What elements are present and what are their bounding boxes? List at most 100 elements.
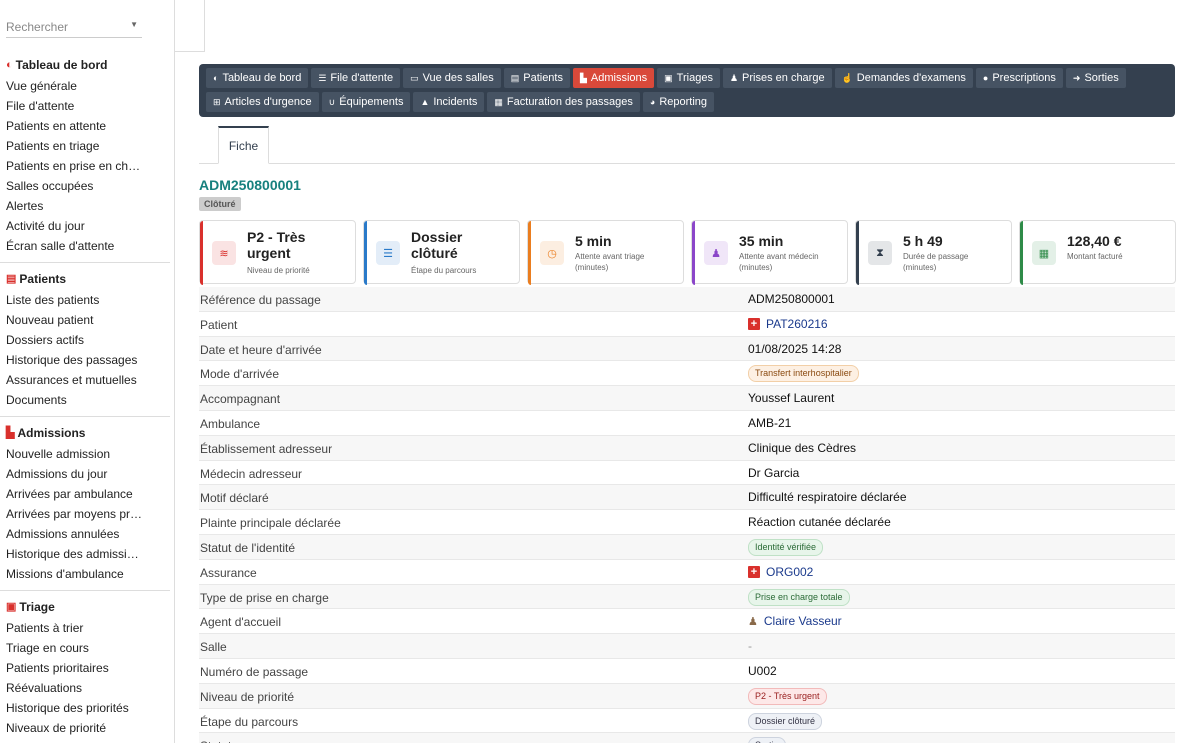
card-accent-bar bbox=[528, 221, 531, 285]
sidebar-item[interactable]: Patients à trier bbox=[6, 621, 84, 635]
sidebar-item[interactable]: Dossiers actifs bbox=[6, 333, 85, 347]
sidebar-item[interactable]: Historique des priorités bbox=[6, 701, 129, 715]
sidebar-item[interactable]: Niveaux de priorité bbox=[6, 721, 107, 735]
sidebar-item[interactable]: Patients en attente bbox=[6, 119, 107, 133]
sidebar-item[interactable]: Documents bbox=[6, 393, 67, 407]
status-badge: Identité vérifiée bbox=[748, 538, 824, 556]
field-value: + ORG002 bbox=[748, 565, 813, 579]
nav-button[interactable]: ◕ Reporting bbox=[642, 92, 715, 112]
field-value: Prise en charge totale bbox=[748, 588, 850, 606]
kpi-value: 5 h 49 bbox=[903, 233, 943, 249]
status-badge: Transfert interhospitalier bbox=[748, 365, 859, 383]
stethoscope-icon: ∪ bbox=[328, 97, 336, 107]
sidebar-group-title[interactable]: ◐ Tableau de bord bbox=[0, 54, 174, 76]
nav-button[interactable]: ∪ Équipements bbox=[321, 92, 411, 112]
detail-row: Niveau de priorité P2 - Très urgent bbox=[199, 683, 1175, 709]
sidebar-item[interactable]: Historique des passages bbox=[6, 353, 138, 367]
id-card-icon: ▤ bbox=[510, 73, 520, 83]
sidebar-item[interactable]: Liste des patients bbox=[6, 293, 100, 307]
field-link[interactable]: PAT260216 bbox=[766, 316, 828, 331]
field-value: ADM250800001 bbox=[748, 292, 835, 306]
nav-button[interactable]: ▲ Incidents bbox=[413, 92, 485, 112]
field-label: Médecin adresseur bbox=[200, 466, 303, 481]
nav-button[interactable]: ◐ Tableau de bord bbox=[206, 68, 309, 88]
detail-row: Accompagnant Youssef Laurent bbox=[199, 386, 1175, 411]
field-label: Plainte principale déclarée bbox=[200, 516, 341, 531]
sidebar-item[interactable]: Alertes bbox=[6, 199, 44, 213]
nav-button[interactable]: ▤ Patients bbox=[503, 68, 570, 88]
sidebar-item[interactable]: Nouvelle admission bbox=[6, 447, 111, 461]
sidebar-group-title[interactable]: ▤ Patients bbox=[0, 268, 174, 290]
kpi-caption: Niveau de priorité bbox=[247, 266, 310, 275]
detail-table: Référence du passage ADM250800001 Patient +… bbox=[199, 287, 1175, 743]
sidebar-item[interactable]: Vue générale bbox=[6, 79, 77, 93]
detail-row: Assurance + ORG002 bbox=[199, 560, 1175, 585]
sidebar-item[interactable]: Admissions annulées bbox=[6, 527, 120, 541]
field-value: Youssef Laurent bbox=[748, 391, 834, 405]
field-value-text: Difficulté respiratoire déclarée bbox=[748, 490, 907, 505]
list-icon: ☰ bbox=[376, 241, 400, 265]
field-label: Référence du passage bbox=[200, 293, 321, 307]
sidebar-item[interactable]: Salles occupées bbox=[6, 179, 94, 193]
sidebar-group-title[interactable]: ▙ Admissions bbox=[0, 422, 174, 444]
sidebar-item[interactable]: Patients en prise en charge bbox=[6, 159, 145, 173]
sidebar-item[interactable]: Patients en triage bbox=[6, 139, 100, 153]
invoice-icon: ▦ bbox=[1032, 241, 1056, 265]
sidebar-group-title[interactable]: ▣ Triage bbox=[0, 596, 174, 618]
hand-icon: ☝ bbox=[841, 73, 853, 83]
chevron-down-icon[interactable]: ▼ bbox=[130, 20, 138, 29]
nav-button[interactable]: ♟ Prises en charge bbox=[722, 68, 832, 88]
field-link[interactable]: Claire Vasseur bbox=[763, 614, 842, 629]
tab-fiche[interactable]: Fiche bbox=[218, 126, 269, 164]
nav-button-label: Sorties bbox=[1084, 72, 1119, 84]
nav-button[interactable]: ▙ Admissions bbox=[572, 68, 655, 88]
field-value-text: U002 bbox=[748, 663, 777, 678]
field-value-text: AMB-21 bbox=[748, 415, 792, 430]
sidebar-item[interactable]: Historique des admissions bbox=[6, 547, 145, 561]
kpi-card: ♟ 35 min Attente avant médecin (minutes) bbox=[691, 220, 848, 285]
nav-button[interactable]: ▭ Vue des salles bbox=[403, 68, 501, 88]
search-input[interactable]: Rechercher ▼ bbox=[6, 18, 142, 38]
sitemap-icon: ⊞ bbox=[213, 97, 221, 107]
kpi-cards: ≋ P2 - Très urgent Niveau de priorité ☰ Doss… bbox=[199, 220, 1176, 285]
sidebar-item[interactable]: Écran salle d'attente bbox=[6, 239, 115, 253]
chart-pie-icon: ◕ bbox=[649, 97, 656, 107]
field-label: Ambulance bbox=[200, 416, 261, 431]
sidebar-item[interactable]: Réévaluations bbox=[6, 681, 83, 695]
sidebar-item[interactable]: Nouveau patient bbox=[6, 313, 94, 327]
sidebar: Rechercher ▼ ◐ Tableau de bord Vue général… bbox=[0, 0, 175, 743]
kpi-card: ▦ 128,40 € Montant facturé bbox=[1019, 220, 1176, 285]
sidebar-item[interactable]: Patients prioritaires bbox=[6, 661, 109, 675]
status-badge: Sortie bbox=[748, 737, 786, 743]
nav-button-label: File d'attente bbox=[330, 72, 394, 84]
sidebar-item[interactable]: File d'attente bbox=[6, 99, 75, 113]
record-reference: ADM250800001 bbox=[199, 177, 301, 193]
field-value: Sortie bbox=[748, 737, 786, 743]
field-label: Mode d'arrivée bbox=[200, 367, 279, 382]
nav-button-label: Facturation des passages bbox=[506, 96, 633, 108]
card-accent-bar bbox=[364, 221, 367, 285]
sidebar-group-label: Tableau de bord bbox=[15, 58, 108, 72]
nav-button-label: Articles d'urgence bbox=[224, 96, 312, 108]
nav-button[interactable]: ⊞ Articles d'urgence bbox=[206, 92, 319, 112]
nav-button[interactable]: ☝ Demandes d'examens bbox=[834, 68, 973, 88]
field-link[interactable]: ORG002 bbox=[766, 564, 814, 579]
nav-button-label: Prescriptions bbox=[992, 72, 1056, 84]
sidebar-item[interactable]: Activité du jour bbox=[6, 219, 85, 233]
field-label: Motif déclaré bbox=[200, 491, 269, 506]
detail-row: Établissement adresseur Clinique des Cèdr… bbox=[199, 435, 1175, 461]
sidebar-item[interactable]: Arrivées par ambulance bbox=[6, 487, 133, 501]
sidebar-item[interactable]: Assurances et mutuelles bbox=[6, 373, 137, 387]
sidebar-item[interactable]: Admissions du jour bbox=[6, 467, 108, 481]
nav-button[interactable]: ▦ Facturation des passages bbox=[487, 92, 640, 112]
sidebar-item[interactable]: Arrivées par moyens pro… bbox=[6, 507, 145, 521]
nav-button[interactable]: ● Prescriptions bbox=[975, 68, 1063, 88]
id-card-icon: ▤ bbox=[6, 273, 17, 285]
nav-button[interactable]: ☰ File d'attente bbox=[311, 68, 401, 88]
sidebar-item[interactable]: Missions d'ambulance bbox=[6, 567, 124, 581]
sidebar-divider bbox=[0, 590, 170, 591]
nav-button[interactable]: ➜ Sorties bbox=[1065, 68, 1126, 88]
sidebar-item[interactable]: Triage en cours bbox=[6, 641, 89, 655]
nav-button[interactable]: ▣ Triages bbox=[657, 68, 720, 88]
kpi-card: ⧗ 5 h 49 Durée de passage (minutes) bbox=[855, 220, 1012, 285]
